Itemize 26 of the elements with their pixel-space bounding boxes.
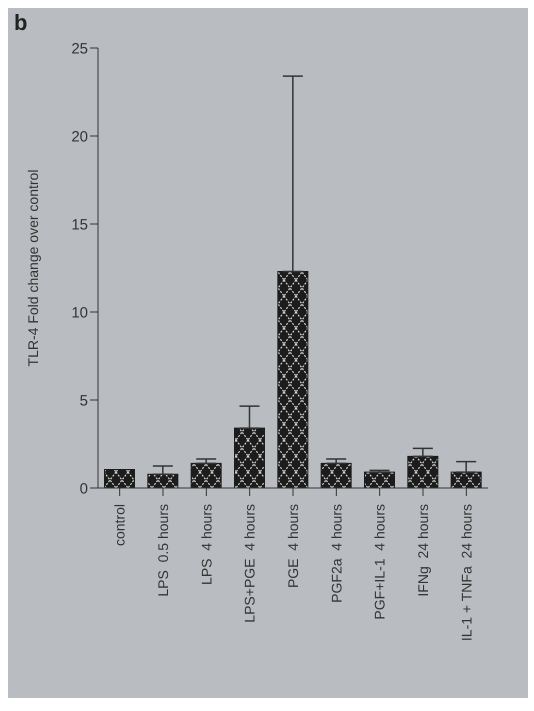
x-tick-label: LPS 0.5 hours <box>155 504 171 597</box>
bar <box>234 428 265 488</box>
bar <box>407 456 438 488</box>
x-tick-label: PGF2a 4 hours <box>328 504 344 603</box>
x-tick-label: LPS+PGE 4 hours <box>242 504 258 623</box>
bar <box>364 472 395 488</box>
x-tick-label: LPS 4 hours <box>198 504 214 585</box>
bar <box>450 472 482 488</box>
bar <box>277 271 308 488</box>
x-tick-label: PGE 4 hours <box>285 504 301 588</box>
bar <box>190 462 222 488</box>
y-tick-label: 5 <box>80 392 88 410</box>
y-tick-label: 15 <box>71 216 88 234</box>
y-tick-label: 0 <box>80 480 88 498</box>
x-tick-label: PGF+IL-1 4 hours <box>372 504 388 620</box>
y-tick-label: 25 <box>71 40 88 58</box>
bar <box>320 462 352 488</box>
y-axis-title: TLR-4 Fold change over control <box>24 170 41 366</box>
bar <box>104 469 135 488</box>
x-tick-label: IFNg 24 hours <box>415 504 431 597</box>
x-tick-label: control <box>112 504 128 546</box>
chart-title: b <box>14 10 28 36</box>
y-tick-label: 10 <box>71 304 88 322</box>
x-tick-label: IL-1 + TNFa 24 hours <box>458 504 474 642</box>
bar <box>147 474 178 488</box>
y-tick-label: 20 <box>71 128 88 146</box>
